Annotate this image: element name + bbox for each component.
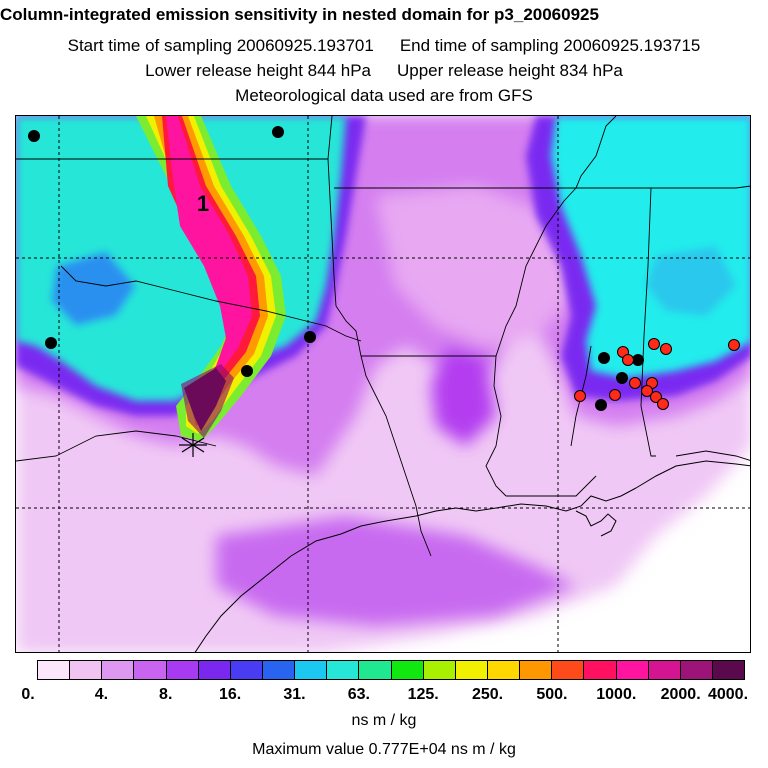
gulf-coastline (194, 460, 750, 652)
city-marker (632, 354, 644, 366)
sampling-time-row: Start time of sampling 20060925.193701 E… (0, 36, 768, 56)
state-boundary (361, 187, 577, 357)
city-marker (45, 337, 57, 349)
map-canvas: 1 (16, 116, 750, 652)
source-marker (660, 343, 672, 355)
city-marker (598, 352, 610, 364)
colorbar-swatch (327, 661, 360, 679)
colorbar-swatch (262, 661, 296, 679)
city-marker (595, 399, 607, 411)
colorbar-swatch (648, 661, 681, 679)
colorbar-swatch (230, 661, 263, 679)
colorbar-swatch (391, 661, 424, 679)
colorbar-tick-label: 500. (536, 686, 568, 703)
plume-max-shell (181, 364, 234, 438)
colorbar-tick-label: 125. (407, 686, 439, 703)
colorbar-tick-label: 2000. (660, 686, 701, 703)
state-boundary (640, 187, 656, 457)
upper-release-height-label: Upper release height 834 hPa (397, 61, 623, 80)
state-boundary (360, 355, 432, 557)
source-marker (650, 391, 662, 403)
maximum-value-label: Maximum value 0.777E+04 ns m / kg (252, 741, 516, 758)
colorbar (37, 660, 745, 680)
colorbar-swatch (520, 661, 553, 679)
political-boundaries (16, 116, 750, 557)
red-river-boundary (60, 265, 362, 342)
colorbar-swatch (552, 661, 585, 679)
city-marker (241, 365, 253, 377)
colorbar-tick-label: 4000. (707, 686, 749, 703)
colorbar-tick-label: 250. (471, 686, 504, 703)
city-marker (616, 372, 628, 384)
colorbar-units: ns m / kg (351, 712, 417, 729)
colorbar-tick-label: 31. (283, 686, 306, 703)
colorbar-tick-label: 16. (218, 686, 242, 703)
colorbar-swatch (38, 661, 71, 679)
source-marker (728, 339, 740, 351)
source-markers (574, 338, 740, 410)
source-marker (574, 390, 586, 402)
colorbar-tick-label: 1000. (596, 686, 637, 703)
colorbar-swatch (487, 661, 521, 679)
source-marker (641, 385, 653, 397)
colorbar-swatch (423, 661, 456, 679)
plume-number-label: 1 (197, 191, 209, 216)
city-marker (272, 126, 284, 138)
source-marker (629, 377, 641, 389)
delta-coastline (575, 510, 617, 537)
colorbar-swatch (102, 661, 135, 679)
colorbar-swatch (134, 661, 167, 679)
state-boundary (675, 450, 750, 461)
state-boundary (485, 355, 507, 497)
colorbar-swatch (680, 661, 713, 679)
lat-lon-grid (16, 116, 750, 652)
met-data-row: Meteorological data used are from GFS (0, 86, 768, 106)
city-marker (304, 331, 316, 343)
plume (136, 116, 286, 441)
sensitivity-map: 1 (15, 115, 751, 653)
release-height-row: Lower release height 844 hPa Upper relea… (0, 61, 768, 81)
plume-magenta-core (166, 116, 252, 396)
state-boundary (506, 475, 597, 497)
colorbar-tick-label: 0. (21, 686, 35, 703)
colorbar-swatch (70, 661, 103, 679)
colorbar-swatch (712, 661, 745, 679)
start-time-label: Start time of sampling 20060925.193701 (67, 36, 374, 55)
release-location-marker (179, 433, 207, 457)
state-boundary (576, 185, 750, 189)
city-markers (28, 126, 644, 411)
county-boundary (16, 430, 217, 462)
colorbar-ticks: 0. 4. 8. 16. 31. 63. 125. 250. 500. 1000. 2000. 400… (0, 686, 768, 706)
map-title: Column-integrated emission sensitivity i… (0, 5, 599, 24)
colorbar-tick-label: 4. (94, 686, 109, 703)
colorbar-tick-label: 63. (347, 686, 370, 703)
source-marker (609, 389, 621, 401)
met-data-label: Meteorological data used are from GFS (235, 86, 533, 105)
end-time-label: End time of sampling 20060925.193715 (399, 36, 701, 55)
colorbar-swatch (616, 661, 649, 679)
source-marker (622, 354, 634, 366)
city-marker (28, 130, 40, 142)
colorbar-swatch (584, 661, 617, 679)
colorbar-swatch (295, 661, 328, 679)
source-marker (657, 398, 669, 410)
colorbar-swatch (455, 661, 488, 679)
source-marker (648, 338, 660, 350)
lower-release-height-label: Lower release height 844 hPa (145, 61, 371, 80)
colorbar-swatch (359, 661, 392, 679)
colorbar-swatch (166, 661, 199, 679)
colorbar-tick-label: 8. (159, 686, 173, 703)
state-boundary (327, 158, 362, 357)
colorbar-swatch (198, 661, 231, 679)
state-boundary (334, 116, 617, 189)
